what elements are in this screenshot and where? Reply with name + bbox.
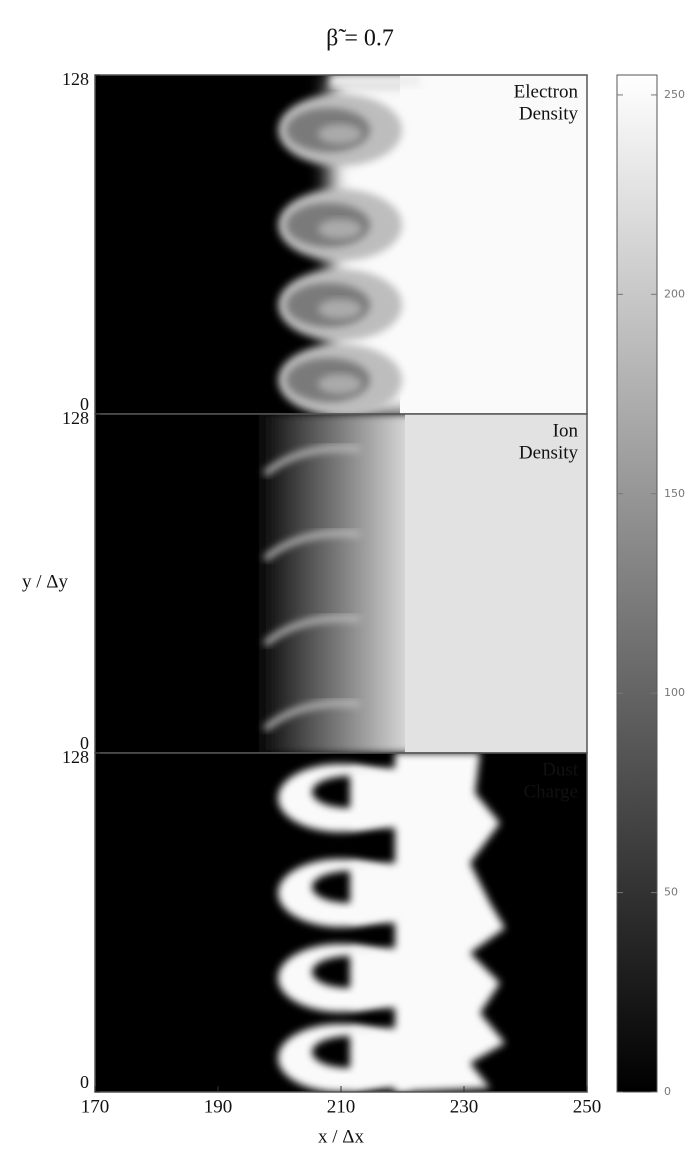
y-tick-label: 0 [80,1072,89,1092]
swirl [318,124,362,144]
y-tick-label: 128 [62,69,89,89]
x-tick-label: 230 [450,1096,479,1117]
panel-label: Electron [514,81,579,102]
x-tick-label: 190 [204,1096,233,1117]
swirl [318,219,362,239]
field [400,75,587,414]
swirl [318,299,362,319]
panel-label: Density [519,442,579,463]
colorbar-tick-label: 250 [664,88,685,101]
panel-label: Dust [542,759,579,780]
field [405,414,587,753]
swirl [350,863,410,923]
chart-title: β̃ = 0.7 [326,26,394,52]
panel-label: Ion [553,420,579,441]
field [330,75,420,87]
colorbar-tick-label: 50 [664,886,678,899]
x-tick-label: 210 [327,1096,356,1117]
colorbar-tick-label: 200 [664,287,685,300]
x-tick-label: 250 [573,1096,602,1117]
panel-label: Charge [523,781,578,802]
x-tick-label: 170 [81,1096,110,1117]
colorbar [617,75,657,1092]
heatmap-panel [95,414,587,753]
heatmap-panel [95,753,587,1092]
figure: β̃ = 0.7 ElectronDensity0128IonDensity01… [0,0,696,1156]
colorbar-tick-label: 0 [664,1085,671,1098]
swirl [350,768,410,828]
y-tick-label: 128 [62,408,89,428]
swirl [318,374,362,394]
heatmap-panel [95,75,587,416]
y-axis-label: y / Δy [22,571,68,592]
colorbar-tick-label: 100 [664,686,685,699]
x-axis-label: x / Δx [318,1126,364,1147]
colorbar-tick-label: 150 [664,487,685,500]
panel-label: Density [519,103,579,124]
swirl [350,1028,410,1088]
y-tick-label: 128 [62,747,89,767]
swirl [350,948,410,1008]
